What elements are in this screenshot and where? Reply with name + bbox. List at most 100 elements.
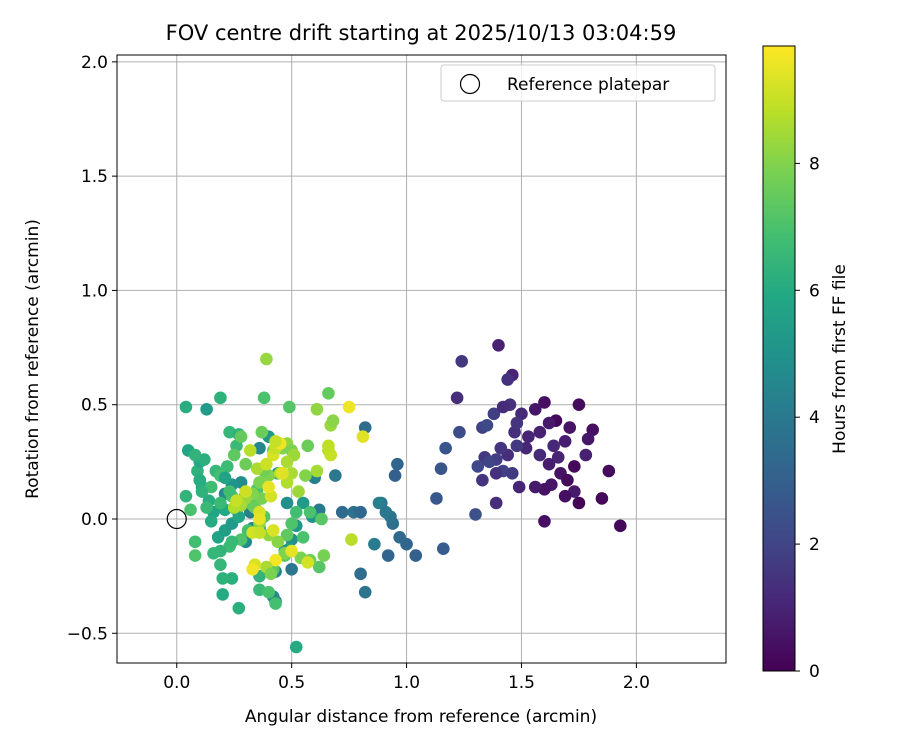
data-point xyxy=(496,400,510,414)
legend-reference-label: Reference platepar xyxy=(507,75,669,95)
data-point xyxy=(480,418,494,432)
data-point xyxy=(439,441,452,455)
data-point xyxy=(501,373,514,386)
data-point xyxy=(296,496,310,510)
data-point xyxy=(522,430,535,444)
data-point xyxy=(179,489,193,503)
data-point xyxy=(269,553,282,567)
data-point xyxy=(262,480,275,494)
data-point xyxy=(558,489,572,503)
data-point xyxy=(285,544,298,558)
colorbar-tick-label: 4 xyxy=(809,408,820,428)
data-point xyxy=(221,460,234,473)
x-axis-label: Angular distance from reference (arcmin) xyxy=(245,707,597,727)
data-point xyxy=(283,400,296,414)
data-point xyxy=(179,400,193,414)
data-point xyxy=(533,425,547,439)
data-point xyxy=(239,457,252,471)
legend-reference-marker xyxy=(459,73,481,95)
chart-title: FOV centre drift starting at 2025/10/13 … xyxy=(166,21,677,45)
data-point xyxy=(437,542,450,556)
data-point xyxy=(301,439,315,453)
data-point xyxy=(292,485,305,498)
data-point xyxy=(315,512,328,526)
data-point xyxy=(561,473,574,487)
data-point xyxy=(269,597,282,610)
data-point xyxy=(563,421,577,434)
data-point xyxy=(264,567,278,581)
data-point xyxy=(409,549,423,562)
data-point xyxy=(335,505,349,519)
y-tick-label: 0.0 xyxy=(81,510,108,530)
legend-box xyxy=(440,64,716,102)
data-point xyxy=(214,391,227,405)
data-point xyxy=(512,480,526,494)
data-point xyxy=(354,567,367,581)
data-point xyxy=(188,535,202,549)
data-point xyxy=(326,414,340,428)
data-point xyxy=(234,430,248,444)
data-point xyxy=(253,512,266,526)
data-point xyxy=(223,485,236,498)
grid-lines xyxy=(117,55,726,663)
data-point xyxy=(368,537,381,551)
colorbar-tick-label: 6 xyxy=(809,281,820,301)
data-point xyxy=(393,530,406,544)
data-point xyxy=(289,640,303,654)
axis-ticks: 0.0 0.5 1.0 1.5 2.0 −0.5 0.0 0.5 1.0 1.5 2.0 xyxy=(67,53,650,693)
data-point xyxy=(193,473,207,487)
y-tick-label: 1.0 xyxy=(81,281,108,301)
data-point xyxy=(505,466,519,480)
data-point xyxy=(476,473,489,487)
data-point xyxy=(381,549,395,562)
data-point xyxy=(391,457,404,471)
data-point xyxy=(469,508,482,521)
x-tick-label: 0.5 xyxy=(278,673,305,693)
data-point xyxy=(225,572,239,585)
data-point xyxy=(285,562,298,576)
data-point xyxy=(542,457,556,471)
legend: Reference platepar xyxy=(440,64,716,102)
data-point xyxy=(579,448,593,462)
y-tick-label: −0.5 xyxy=(67,624,108,644)
data-point xyxy=(455,354,469,368)
colorbar-ticks: 0 2 4 6 8 xyxy=(795,154,820,682)
data-point xyxy=(430,492,443,505)
data-point xyxy=(230,494,243,508)
data-point xyxy=(551,450,565,464)
y-tick-label: 0.5 xyxy=(81,396,108,416)
data-point xyxy=(317,549,331,562)
data-point xyxy=(280,455,294,469)
data-point xyxy=(372,496,386,510)
data-point xyxy=(239,485,252,498)
data-points xyxy=(166,338,627,654)
data-point xyxy=(188,549,202,562)
data-point xyxy=(322,439,335,453)
data-point xyxy=(528,402,542,416)
data-point xyxy=(280,528,294,542)
y-axis-label: Rotation from reference (arcmin) xyxy=(23,219,43,499)
data-point xyxy=(558,434,572,448)
data-point xyxy=(388,469,402,482)
colorbar-tick-label: 8 xyxy=(809,154,820,174)
data-point xyxy=(246,562,259,576)
data-point xyxy=(200,501,213,514)
x-tick-label: 1.5 xyxy=(508,673,535,693)
data-point xyxy=(312,560,326,574)
x-tick-label: 2.0 xyxy=(623,673,650,693)
data-point xyxy=(487,407,501,421)
data-point xyxy=(184,503,197,517)
data-point xyxy=(216,588,230,601)
data-point xyxy=(188,448,202,462)
data-point xyxy=(200,402,213,416)
data-point xyxy=(322,386,335,400)
data-point xyxy=(358,585,372,599)
colorbar-tick-label: 0 xyxy=(809,662,820,682)
data-point xyxy=(260,457,273,471)
reference-platepar-marker xyxy=(166,508,187,530)
data-point xyxy=(547,439,560,453)
data-point xyxy=(568,460,581,473)
data-point xyxy=(276,466,289,480)
colorbar-label: Hours from first FF file xyxy=(830,264,850,454)
